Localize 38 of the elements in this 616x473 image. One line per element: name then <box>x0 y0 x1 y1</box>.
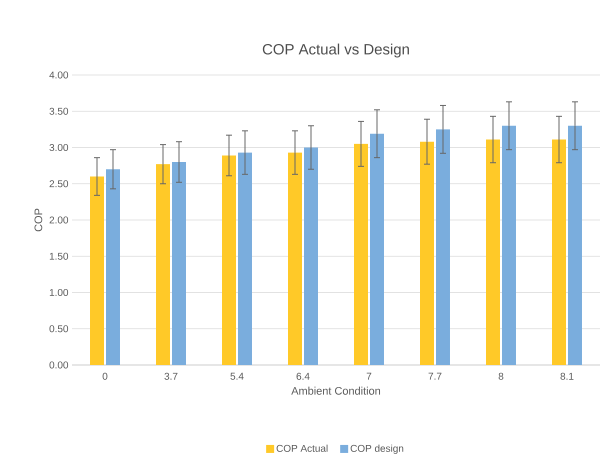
bar <box>238 152 252 365</box>
bar <box>304 148 318 365</box>
legend-label: COP design <box>350 444 404 454</box>
x-tick-label: 0 <box>102 372 108 380</box>
y-tick-label: 2.50 <box>50 180 68 188</box>
bar <box>552 140 566 365</box>
bar <box>354 144 368 365</box>
y-tick-label: 2.00 <box>50 216 68 224</box>
bar <box>172 162 186 365</box>
bar <box>370 134 384 365</box>
y-tick-label: 3.00 <box>49 144 68 152</box>
bar <box>288 152 302 365</box>
x-tick-label: 5.4 <box>230 372 244 380</box>
bar <box>90 176 104 365</box>
y-tick-label: 1.50 <box>50 252 68 260</box>
x-tick-label: 8 <box>498 372 504 380</box>
y-tick-label: 4.00 <box>49 71 68 79</box>
chart-title: COP Actual vs Design <box>262 44 409 58</box>
bar <box>420 142 434 365</box>
y-tick-label: 3.50 <box>49 108 68 115</box>
bar <box>436 129 450 365</box>
legend-label: COP Actual <box>276 444 328 452</box>
x-tick-label: 6.4 <box>296 372 310 380</box>
bar <box>568 126 582 365</box>
x-tick-label: 8.1 <box>560 372 574 380</box>
x-tick-label: 7.7 <box>428 372 442 380</box>
bar <box>106 169 120 365</box>
bar <box>502 126 516 365</box>
y-tick-label: 1.00 <box>50 288 68 296</box>
x-axis-title: Ambient Condition <box>291 386 380 395</box>
bar <box>222 155 236 365</box>
x-tick-label: 7 <box>366 372 372 380</box>
y-tick-label: 0.00 <box>49 361 68 369</box>
y-axis-title: COP <box>34 208 42 232</box>
x-tick-label: 3.7 <box>164 372 178 380</box>
bar <box>486 140 500 365</box>
y-tick-label: 0.50 <box>49 325 68 332</box>
bar <box>156 164 170 365</box>
